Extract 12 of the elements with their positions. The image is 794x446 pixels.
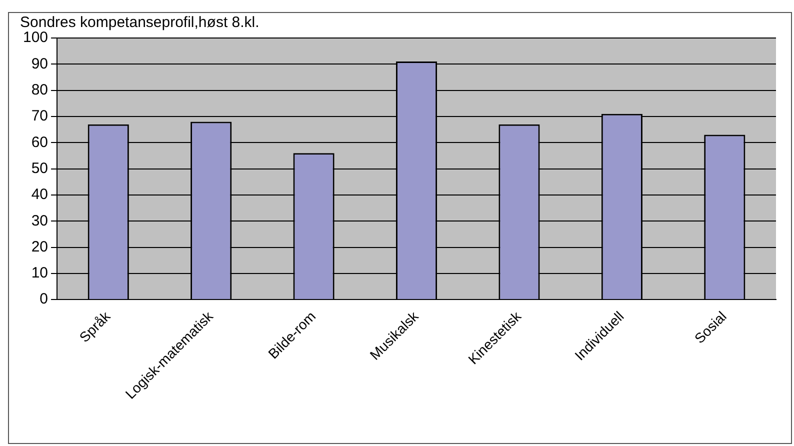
y-tick-label: 10 [31,264,48,282]
y-tick-label: 60 [31,134,48,151]
y-tick-label: 100 [22,29,48,46]
y-tick-label: 0 [40,290,48,308]
chart-title: Sondres kompetanseprofil,høst 8.kl. [20,14,260,32]
y-tick-label: 30 [31,212,48,230]
y-tick-label: 70 [31,108,48,125]
y-tick-label: 90 [31,55,48,72]
y-tick-label: 50 [31,160,48,177]
y-tick-label: 40 [31,186,48,204]
y-tick-label: 20 [31,238,48,256]
y-tick-label: 80 [31,81,48,98]
